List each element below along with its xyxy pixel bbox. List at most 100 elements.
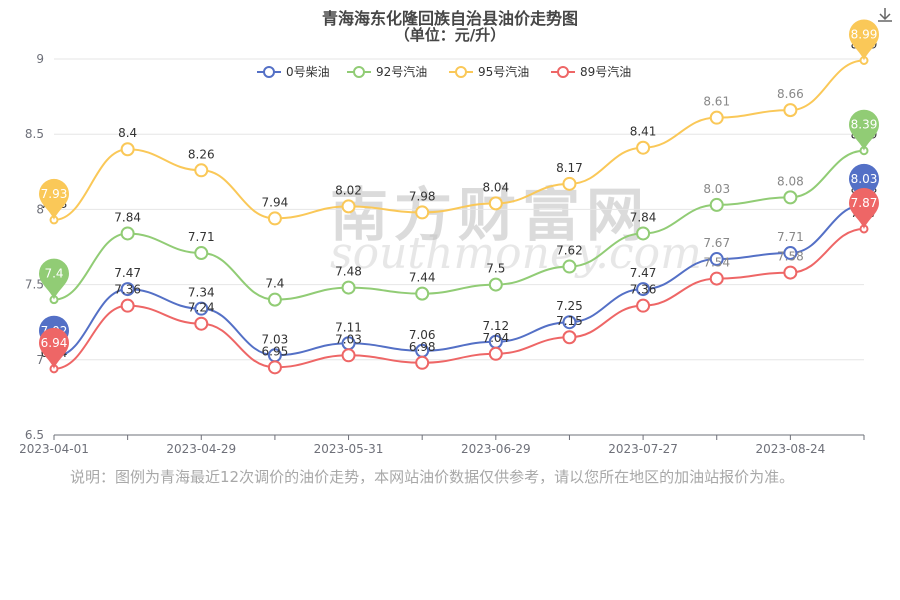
pin-label: 7.93 [41,187,68,201]
data-point [709,110,724,125]
y-tick-label: 8.5 [25,127,44,141]
data-label: 6.95 [262,344,289,358]
data-point [709,271,724,286]
legend-marker [557,66,569,78]
data-label: 8.66 [777,87,804,101]
y-tick-label: 8 [36,202,44,216]
data-point [562,176,577,191]
data-point [194,163,209,178]
chart-subtitle: （单位：元/升） [394,26,506,44]
pin-shape [849,109,879,151]
data-point [709,252,724,267]
data-label: 7.71 [188,230,215,244]
pin-marker: 7.93 [39,178,69,220]
data-point [488,346,503,361]
pin-shape [849,187,879,229]
data-point [341,280,356,295]
legend-item-0[interactable]: 0号柴油 [257,65,330,79]
data-point [415,205,430,220]
data-label: 6.98 [409,340,436,354]
pin-shape [849,163,879,205]
data-label: 7.5 [486,262,505,276]
data-label: 7.58 [777,250,804,264]
x-tick-label: 2023-04-01 [19,442,89,456]
x-tick-label: 2023-08-24 [755,442,825,456]
pin-marker: 6.94 [39,327,69,369]
data-label: 8.17 [556,161,583,175]
data-label: 7.12 [482,319,509,333]
data-label: 7.34 [188,286,215,300]
legend-item-3[interactable]: 89号汽油 [551,64,631,79]
pin-label: 8.39 [851,118,878,132]
data-point [709,197,724,212]
pin-shape [39,258,69,300]
data-label: 7.98 [409,189,436,203]
pin-shape [39,178,69,220]
series-0: 7.027.477.347.037.117.067.127.257.477.67… [39,163,879,363]
series-1: 7.4 7.84 7.71 7.4 7.48 7.44 7.5 7.62 7.84 8.03 8.0… [39,109,879,307]
data-label: 7.04 [482,331,509,345]
data-label: 7.54 [703,256,730,270]
data-label: 7.84 [114,210,141,224]
series-line [53,227,865,370]
data-point [415,286,430,301]
data-label: 7.48 [335,265,362,279]
data-point [267,211,282,226]
data-point [267,360,282,375]
data-point [783,246,798,261]
data-point [488,277,503,292]
data-point [636,140,651,155]
data-label: 7.47 [630,266,657,280]
series-line [53,203,865,358]
data-point [194,316,209,331]
x-tick-label: 2023-04-29 [166,442,236,456]
data-label: 8.03 [703,182,730,196]
chart-note: 说明：图例为青海最近12次调价的油价走势，本网站油价数据仅供参考，请以您所在地区… [70,468,795,486]
data-label: 7.44 [409,271,436,285]
series-line [53,59,865,221]
data-label: 7.4 [265,277,284,291]
data-point [562,315,577,330]
data-point [194,301,209,316]
data-label: 7.94 [262,195,289,209]
series-3: 6.947.367.246.957.036.987.047.157.367.54… [39,187,879,375]
data-label: 8.08 [777,174,804,188]
pin-marker: 7.87 [849,187,879,229]
data-label: 7.71 [777,230,804,244]
pin-label: 7.87 [851,196,878,210]
data-label: 7.47 [114,266,141,280]
x-tick-label: 2023-07-27 [608,442,678,456]
data-label: 8.41 [630,125,657,139]
data-point [562,259,577,274]
legend-label: 95号汽油 [478,64,529,79]
legend-marker [455,66,467,78]
data-label: 7.36 [114,283,141,297]
x-tick-label: 2023-05-31 [314,442,384,456]
data-point [194,246,209,261]
pin-shape [39,327,69,369]
data-point [783,103,798,118]
data-label: 8.26 [188,147,215,161]
data-point [636,226,651,241]
data-label: 8.04 [482,180,509,194]
download-icon[interactable] [876,6,894,24]
pin-label: 8.99 [851,28,878,42]
data-point [783,190,798,205]
data-label: 7.62 [556,244,583,258]
data-point [562,330,577,345]
pin-shape [849,19,879,61]
chart-title: 青海海东化隆回族自治县油价走势图 [321,9,578,28]
legend-item-1[interactable]: 92号汽油 [347,64,427,79]
legend-item-2[interactable]: 95号汽油 [449,64,529,79]
data-label: 7.84 [630,210,657,224]
data-label: 8.61 [703,95,730,109]
data-point [636,298,651,313]
legend-marker [263,66,275,78]
data-point [783,265,798,280]
pin-marker: 8.39 [849,109,879,151]
data-point [120,298,135,313]
pin-label: 6.94 [41,336,68,350]
data-label: 7.03 [262,332,289,346]
y-tick-label: 6.5 [25,428,44,442]
